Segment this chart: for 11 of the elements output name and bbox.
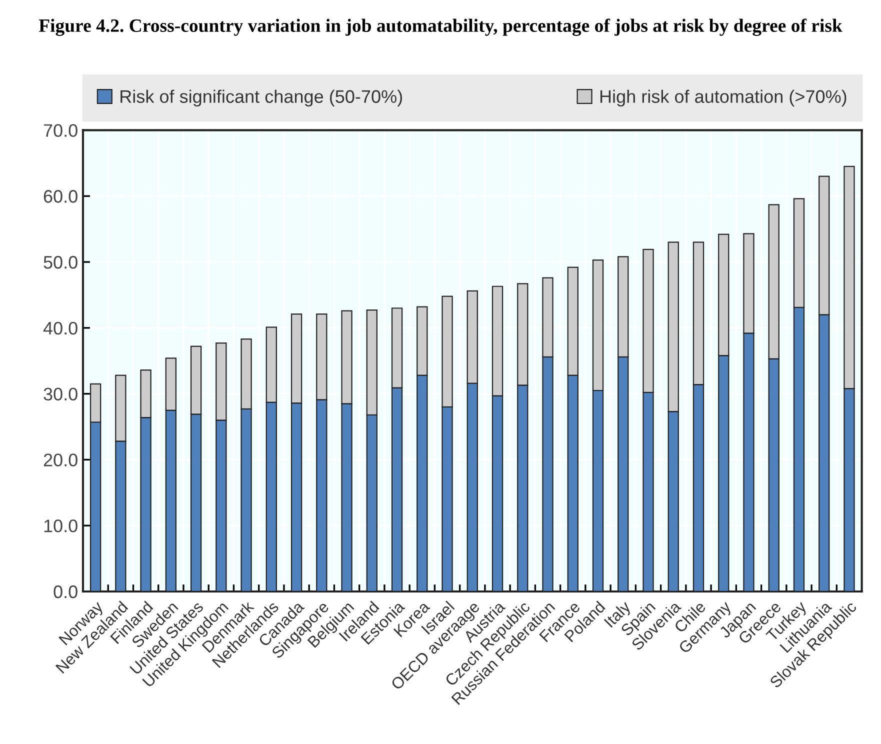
- y-tick-label: 30.0: [44, 388, 78, 401]
- chart-title: Figure 4.2. Cross-country variation in job automatability, percentage of jobs at risk by degree of risk: [38, 18, 842, 36]
- legend-label: High risk of automation (>70%): [600, 90, 846, 107]
- y-tick-label: 20.0: [44, 454, 78, 466]
- y-tick-label: 50.0: [44, 256, 78, 269]
- y-tick-label: 60.0: [44, 190, 78, 203]
- y-tick-label: 70.0: [44, 124, 78, 137]
- legend-label: Risk of significant change (50-70%): [120, 90, 402, 107]
- y-tick-label: 40.0: [43, 322, 78, 335]
- y-tick-label: 10.0: [44, 520, 78, 532]
- y-tick-label: 0.0: [54, 585, 78, 598]
